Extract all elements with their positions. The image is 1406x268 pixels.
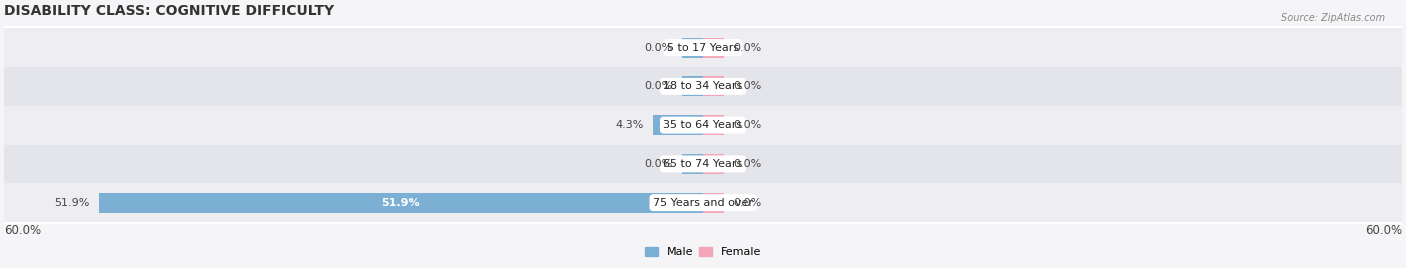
Bar: [703, 38, 724, 58]
Text: 0.0%: 0.0%: [734, 120, 762, 130]
Text: 0.0%: 0.0%: [644, 81, 672, 91]
Text: 5 to 17 Years: 5 to 17 Years: [666, 43, 740, 53]
Bar: [703, 193, 724, 213]
Legend: Male, Female: Male, Female: [640, 243, 766, 262]
Text: 75 Years and over: 75 Years and over: [652, 198, 754, 208]
Text: 51.9%: 51.9%: [381, 198, 420, 208]
Text: 35 to 64 Years: 35 to 64 Years: [664, 120, 742, 130]
Bar: [703, 76, 724, 96]
Bar: [4, 67, 1402, 106]
Bar: [98, 193, 703, 213]
Text: 18 to 34 Years: 18 to 34 Years: [664, 81, 742, 91]
Text: 0.0%: 0.0%: [734, 43, 762, 53]
Bar: [703, 115, 724, 135]
Text: DISABILITY CLASS: COGNITIVE DIFFICULTY: DISABILITY CLASS: COGNITIVE DIFFICULTY: [4, 4, 335, 18]
Text: 60.0%: 60.0%: [1365, 224, 1402, 237]
Text: 0.0%: 0.0%: [644, 159, 672, 169]
Text: 65 to 74 Years: 65 to 74 Years: [664, 159, 742, 169]
Bar: [652, 115, 703, 135]
Text: Source: ZipAtlas.com: Source: ZipAtlas.com: [1281, 13, 1385, 23]
Bar: [703, 154, 724, 174]
Text: 0.0%: 0.0%: [734, 159, 762, 169]
Text: 0.0%: 0.0%: [734, 198, 762, 208]
Bar: [682, 154, 703, 174]
Bar: [4, 28, 1402, 67]
Text: 0.0%: 0.0%: [734, 81, 762, 91]
Bar: [4, 144, 1402, 183]
Text: 60.0%: 60.0%: [4, 224, 41, 237]
Bar: [682, 76, 703, 96]
Bar: [682, 38, 703, 58]
Text: 51.9%: 51.9%: [53, 198, 89, 208]
Bar: [4, 106, 1402, 144]
Text: 0.0%: 0.0%: [644, 43, 672, 53]
Text: 4.3%: 4.3%: [616, 120, 644, 130]
Bar: [4, 183, 1402, 222]
